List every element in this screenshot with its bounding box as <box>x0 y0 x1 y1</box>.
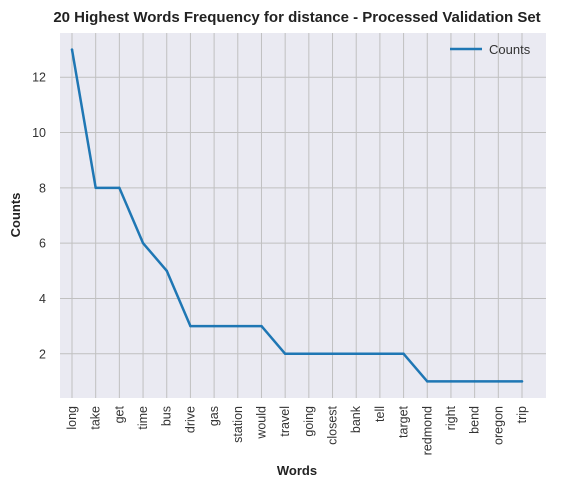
data-point <box>236 324 239 328</box>
x-tick-label: trip <box>515 406 529 423</box>
data-point <box>378 352 382 355</box>
x-tick-label: closest <box>326 405 340 444</box>
x-tick-label: bus <box>160 406 174 426</box>
series-layer <box>70 48 524 383</box>
data-point <box>449 380 453 383</box>
legend-label-counts: Counts <box>489 42 531 57</box>
x-tick-label: time <box>136 406 150 430</box>
data-point <box>165 269 168 273</box>
y-tick-label: 8 <box>39 181 46 195</box>
x-tick-label: station <box>231 406 245 443</box>
data-point <box>331 352 334 355</box>
x-tick-label: would <box>254 406 268 440</box>
x-tick-label: right <box>444 405 458 430</box>
y-tick-label: 12 <box>32 71 46 85</box>
data-point <box>70 48 74 51</box>
data-point <box>141 241 145 245</box>
x-tick-label: long <box>65 406 79 430</box>
x-tick-label: tell <box>373 406 387 422</box>
plot-area <box>60 33 546 398</box>
x-tick-label: travel <box>278 406 292 437</box>
data-point <box>473 380 476 383</box>
data-point <box>189 324 192 328</box>
legend: Counts <box>450 42 531 57</box>
x-axis-ticks: long take get time bus drive gas station would tr… <box>65 405 529 455</box>
data-point <box>118 186 121 190</box>
y-tick-label: 4 <box>39 292 46 306</box>
y-axis-label: Counts <box>8 193 23 238</box>
data-point <box>212 324 216 328</box>
x-tick-label: drive <box>183 406 197 433</box>
data-point <box>307 352 311 355</box>
x-tick-label: get <box>112 405 126 423</box>
x-tick-label: bank <box>349 405 363 433</box>
data-point <box>520 380 524 383</box>
x-axis-label: Words <box>277 463 317 478</box>
data-point <box>283 352 287 355</box>
y-axis-ticks: 2 4 6 8 10 12 <box>32 71 46 362</box>
x-tick-label: oregon <box>491 406 505 445</box>
data-point <box>355 352 358 355</box>
x-tick-label: bend <box>468 406 482 434</box>
chart-title: 20 Highest Words Frequency for distance … <box>53 9 540 26</box>
x-tick-label: going <box>302 406 316 437</box>
x-tick-label: take <box>89 406 103 430</box>
x-tick-label: gas <box>207 406 221 426</box>
grid <box>60 33 546 398</box>
y-tick-label: 2 <box>39 347 46 361</box>
series-line-counts <box>70 48 524 383</box>
data-point <box>426 380 429 383</box>
y-tick-label: 10 <box>32 126 46 140</box>
x-tick-label: redmond <box>420 406 434 455</box>
data-point <box>94 186 97 190</box>
y-tick-label: 6 <box>39 237 46 251</box>
data-point <box>497 380 500 383</box>
data-point <box>260 324 263 328</box>
x-tick-label: target <box>397 405 411 437</box>
data-point <box>402 352 405 355</box>
